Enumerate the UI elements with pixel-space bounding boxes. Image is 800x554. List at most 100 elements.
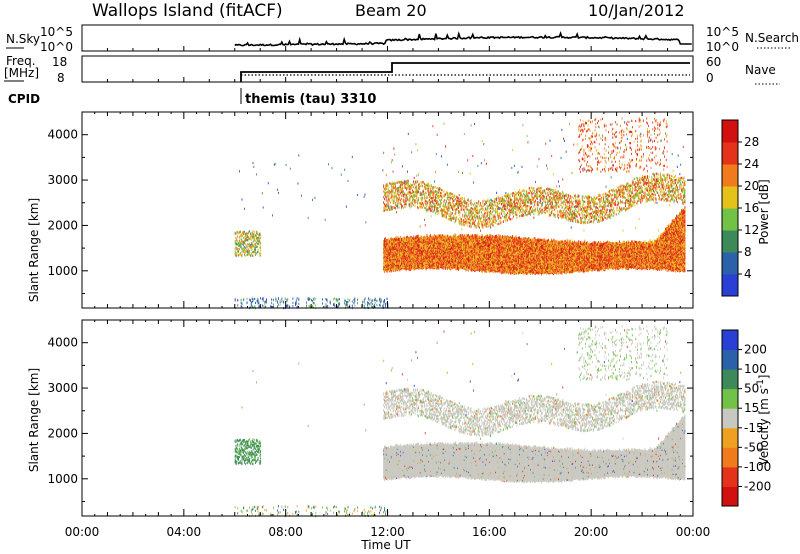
echo-cell xyxy=(423,248,425,251)
echo-cell xyxy=(468,258,470,261)
echo-cell xyxy=(388,241,390,245)
echo-cell xyxy=(436,255,438,258)
echo-cell xyxy=(440,240,442,244)
echo-cell xyxy=(390,259,391,262)
echo-cell xyxy=(418,248,419,251)
echo-cell xyxy=(458,222,460,225)
echo-cell xyxy=(252,230,254,233)
echo-cell xyxy=(449,251,451,254)
echo-cell xyxy=(384,209,385,212)
echo-cell xyxy=(428,263,430,266)
echo-cell xyxy=(438,264,440,268)
echo-cell xyxy=(253,240,255,243)
echo-cell xyxy=(238,253,239,257)
echo-cell xyxy=(289,167,291,170)
echo-cell xyxy=(422,248,424,251)
echo-cell xyxy=(435,263,436,266)
echo-cell xyxy=(435,212,436,215)
echo-cell xyxy=(451,212,453,215)
echo-cell xyxy=(461,206,463,209)
echo-cell xyxy=(438,243,440,246)
echo-cell xyxy=(422,246,424,250)
echo-cell xyxy=(472,240,474,243)
echo-cell xyxy=(452,252,454,255)
echo-cell xyxy=(401,264,403,268)
echo-cell xyxy=(471,261,473,264)
echo-cell xyxy=(396,196,398,200)
echo-cell xyxy=(292,297,294,300)
echo-cell xyxy=(410,244,412,247)
echo-cell xyxy=(409,267,411,270)
echo-cell xyxy=(407,259,408,262)
echo-cell xyxy=(424,257,426,261)
echo-cell xyxy=(435,249,437,252)
echo-cell xyxy=(465,238,467,241)
echo-cell xyxy=(457,259,459,262)
echo-cell xyxy=(456,195,458,198)
echo-cell xyxy=(461,249,463,252)
echo-cell xyxy=(418,254,419,258)
echo-cell xyxy=(412,242,414,246)
echo-cell xyxy=(412,185,414,189)
echo-cell xyxy=(387,184,389,187)
echo-cell xyxy=(415,259,417,262)
echo-cell xyxy=(413,268,415,271)
echo-cell xyxy=(416,259,418,262)
echo-cell xyxy=(435,259,436,262)
echo-cell xyxy=(467,238,469,241)
echo-cell xyxy=(383,255,385,258)
echo-cell xyxy=(418,253,419,256)
echo-cell xyxy=(453,240,455,243)
echo-cell xyxy=(416,191,418,194)
echo-cell xyxy=(446,200,447,203)
echo-cell xyxy=(441,214,443,218)
echo-cell xyxy=(398,206,400,209)
echo-cell xyxy=(412,199,413,202)
echo-cell xyxy=(473,265,475,268)
echo-cell xyxy=(448,256,450,260)
echo-cell xyxy=(468,199,469,202)
echo-cell xyxy=(429,253,431,256)
echo-cell xyxy=(446,260,448,263)
echo-cell xyxy=(404,245,406,248)
echo-cell xyxy=(453,262,455,265)
echo-cell xyxy=(386,190,388,193)
echo-cell xyxy=(435,242,436,246)
echo-cell xyxy=(423,242,424,245)
echo-cell xyxy=(467,259,469,263)
echo-cell xyxy=(442,251,444,254)
echo-cell xyxy=(384,260,385,263)
echo-cell xyxy=(406,264,408,267)
echo-cell xyxy=(438,209,440,213)
echo-cell xyxy=(384,267,385,270)
echo-cell xyxy=(428,243,430,246)
echo-cell xyxy=(384,205,386,208)
echo-cell xyxy=(401,243,403,246)
echo-cell xyxy=(395,264,396,267)
echo-cell xyxy=(402,239,404,242)
echo-cell xyxy=(440,258,441,261)
echo-cell xyxy=(441,253,443,256)
echo-cell xyxy=(398,254,400,257)
echo-cell xyxy=(436,193,438,196)
echo-cell xyxy=(408,240,410,244)
echo-cell xyxy=(385,199,387,202)
echo-cell xyxy=(466,239,468,242)
echo-cell xyxy=(392,196,394,199)
echo-cell xyxy=(408,202,410,205)
echo-cell xyxy=(390,237,391,240)
echo-cell xyxy=(406,196,408,199)
echo-cell xyxy=(416,257,418,261)
echo-cell xyxy=(397,193,399,196)
echo-cell xyxy=(388,259,390,262)
echo-cell xyxy=(451,240,453,243)
echo-cell xyxy=(469,237,471,241)
echo-cell xyxy=(390,182,391,186)
echo-cell xyxy=(281,297,283,300)
echo-cell xyxy=(439,198,441,202)
echo-cell xyxy=(417,242,419,245)
echo-cell xyxy=(428,264,430,268)
echo-cell xyxy=(344,168,346,171)
echo-cell xyxy=(437,262,439,265)
echo-cell xyxy=(384,239,385,242)
